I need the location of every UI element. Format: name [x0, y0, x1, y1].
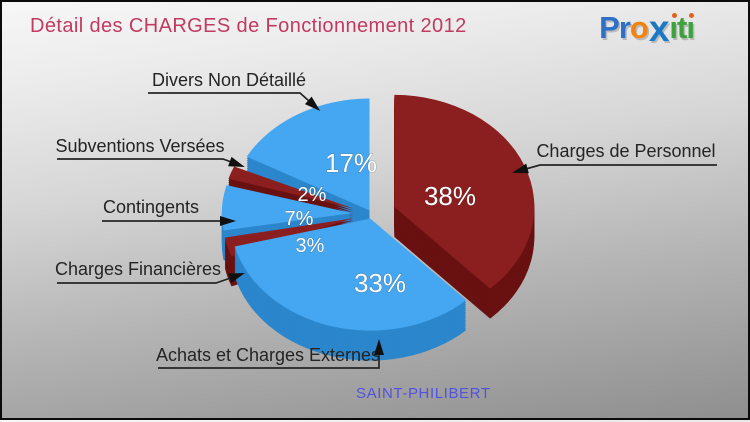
pie-slice-contingents	[221, 185, 353, 261]
percent-label-divers-non-detaille: 17%	[325, 148, 377, 178]
logo-letter-o: o	[629, 10, 649, 45]
callout-charges-de-personnel: Charges de Personnel	[512, 141, 717, 174]
callout-text: Contingents	[103, 197, 199, 217]
pie-slice-achats-et-charges-externes	[234, 218, 467, 361]
pie-slice-charges-de-personnel	[394, 94, 535, 319]
logo-letter: ı	[669, 10, 678, 45]
callout-text: Subventions Versées	[55, 136, 224, 156]
callout-line	[57, 158, 243, 167]
callout-divers-non-detaille: Divers Non Détaillé	[148, 70, 321, 111]
callout-achats-et-charges-externes: Achats et Charges Externes	[156, 339, 384, 369]
callout-line	[148, 92, 319, 110]
callout-text: Divers Non Détaillé	[152, 70, 306, 90]
brand-logo: Proxı tı	[599, 8, 695, 49]
callout-contingents: Contingents	[102, 197, 236, 226]
logo-letter: t	[677, 10, 687, 45]
callout-arrowhead	[512, 163, 529, 174]
callout-text: Charges Financières	[55, 259, 221, 279]
callout-arrowhead	[228, 273, 245, 283]
callout-arrowhead	[228, 156, 245, 168]
callout-text: Achats et Charges Externes	[156, 345, 380, 365]
callout-line	[514, 164, 717, 173]
percent-label-subventions-versees: 2%	[298, 184, 327, 206]
logo-letter-x: x	[648, 8, 670, 49]
callout-text: Charges de Personnel	[536, 141, 715, 161]
callout-arrowhead	[374, 339, 384, 355]
logo-i-dot	[672, 13, 678, 18]
percent-label-charges-de-personnel: 38%	[424, 181, 476, 211]
callout-arrowhead	[220, 216, 236, 226]
logo-letter-pr: Pr	[599, 10, 631, 45]
callout-arrowhead	[304, 96, 321, 111]
percent-label-charges-financieres: 3%	[296, 235, 325, 257]
logo-letter: ı	[686, 10, 695, 45]
callout-subventions-versees: Subventions Versées	[55, 136, 245, 168]
municipality-label: SAINT-PHILIBERT	[356, 385, 491, 402]
callout-charges-financieres: Charges Financières	[55, 259, 245, 284]
percent-label-contingents: 7%	[285, 208, 314, 230]
percent-label-achats-et-charges-externes: 33%	[354, 268, 406, 298]
chart-title: Détail des CHARGES de Fonctionnement 201…	[30, 15, 467, 37]
logo-i-dot	[689, 13, 695, 18]
